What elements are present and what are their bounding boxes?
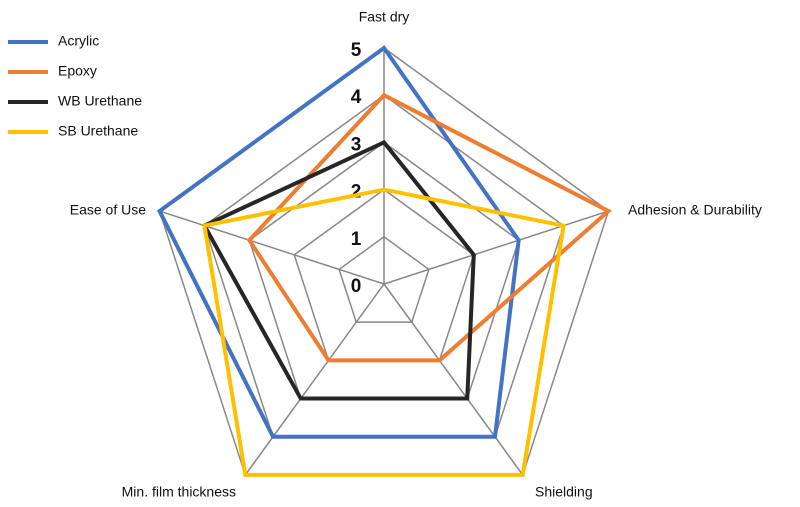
tick-label: 3	[351, 134, 362, 155]
tick-label: 5	[351, 40, 362, 61]
legend-label: Epoxy	[58, 63, 97, 79]
series-line	[157, 45, 521, 439]
legend-label: WB Urethane	[58, 93, 142, 109]
tick-label: 0	[351, 276, 362, 297]
tick-label: 2	[351, 182, 362, 203]
category-label: Adhesion & Durability	[628, 202, 762, 218]
category-label: Shielding	[535, 484, 593, 500]
axis-spoke	[159, 210, 385, 285]
category-label: Fast dry	[359, 9, 410, 25]
tick-label: 1	[351, 229, 362, 250]
axis-spoke	[383, 283, 524, 476]
category-label: Ease of Use	[70, 202, 146, 218]
axis-spoke	[244, 283, 385, 476]
series-line	[201, 139, 476, 401]
category-label: Min. film thickness	[122, 484, 236, 500]
grid-line	[338, 235, 430, 323]
axis-spoke	[383, 210, 609, 285]
series-line	[246, 92, 612, 363]
legend-label: Acrylic	[58, 33, 99, 49]
series-line	[202, 187, 566, 477]
tick-label: 4	[351, 87, 362, 108]
legend-label: SB Urethane	[58, 123, 138, 139]
